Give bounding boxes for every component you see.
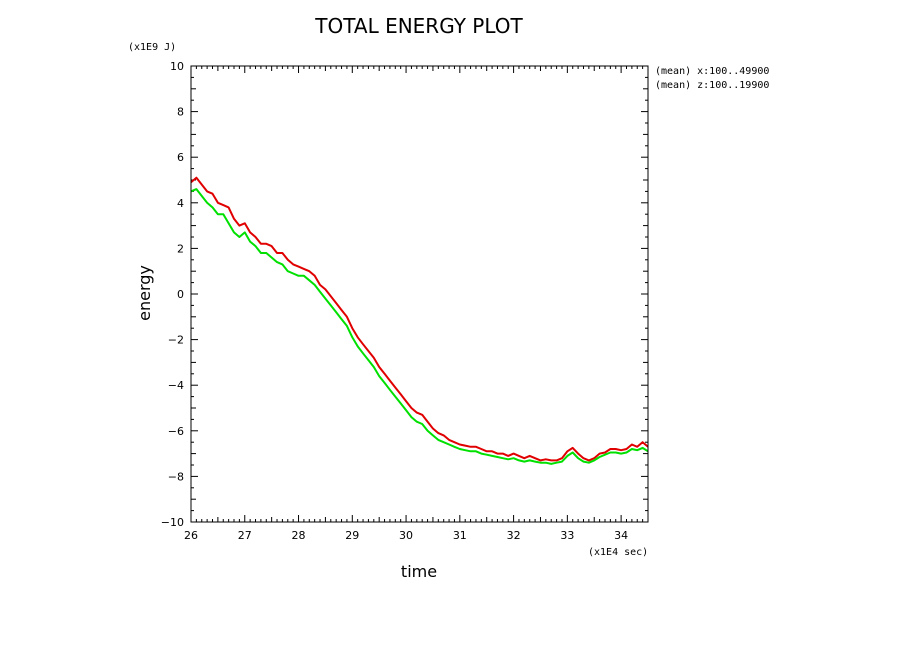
x-tick-label: 29 bbox=[345, 529, 359, 542]
y-tick-label: −10 bbox=[161, 516, 184, 529]
x-tick-label: 31 bbox=[453, 529, 467, 542]
x-tick-label: 30 bbox=[399, 529, 413, 542]
x-tick-label: 26 bbox=[184, 529, 198, 542]
annotation-x-mean: (mean) x:100..49900 bbox=[655, 66, 769, 77]
series-lines bbox=[190, 176, 649, 465]
y-tick-label: 6 bbox=[177, 151, 184, 164]
x-tick-label: 34 bbox=[614, 529, 628, 542]
x-tick-label: 33 bbox=[560, 529, 574, 542]
y-tick-label: 8 bbox=[177, 106, 184, 119]
y-axis-label: energy bbox=[135, 265, 154, 321]
x-unit-label: (x1E4 sec) bbox=[588, 547, 648, 558]
green-energy-line bbox=[190, 188, 649, 465]
x-tick-label: 27 bbox=[238, 529, 252, 542]
plot-frame bbox=[190, 65, 649, 523]
x-tick-label: 32 bbox=[507, 529, 521, 542]
annotation-z-mean: (mean) z:100..19900 bbox=[655, 80, 769, 91]
y-tick-label: 4 bbox=[177, 197, 184, 210]
y-tick-label: −8 bbox=[168, 470, 184, 483]
y-tick-label: −4 bbox=[168, 379, 184, 392]
x-tick-label: 28 bbox=[292, 529, 306, 542]
x-axis-label: time bbox=[401, 562, 437, 581]
red-energy-line bbox=[190, 176, 649, 462]
y-tick-label: −6 bbox=[168, 425, 184, 438]
chart-title: TOTAL ENERGY PLOT bbox=[314, 14, 523, 38]
axis-ticks: 26 27 28 29 30 31 32 33 34 −10 −8 −6 −4 −2 0 2 4 6 8 10 bbox=[161, 60, 649, 542]
y-tick-label: −2 bbox=[168, 334, 184, 347]
y-unit-label: (x1E9 J) bbox=[128, 42, 176, 53]
y-tick-label: 2 bbox=[177, 242, 184, 255]
y-tick-label: 0 bbox=[177, 288, 184, 301]
y-tick-label: 10 bbox=[170, 60, 184, 73]
